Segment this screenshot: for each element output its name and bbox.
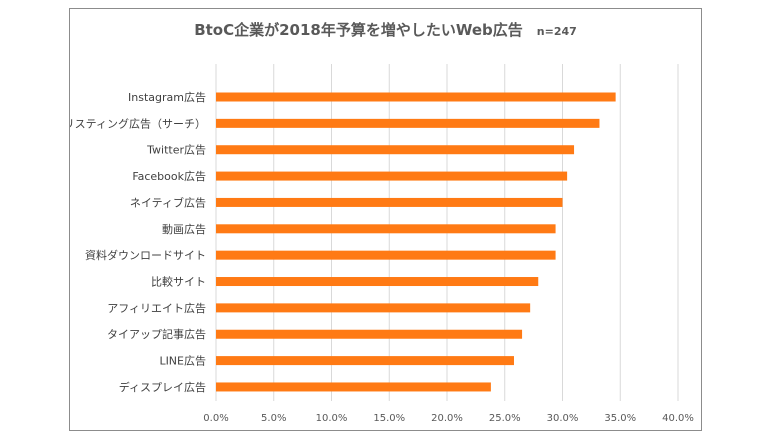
category-label: 動画広告 <box>162 222 206 236</box>
x-tick-label: 10.0% <box>316 413 348 424</box>
bar <box>216 224 556 234</box>
x-tick-label: 5.0% <box>261 413 286 424</box>
chart-frame: BtoC企業が2018年予算を増やしたいWeb広告 n=247 Instagram… <box>69 8 702 431</box>
category-label: 比較サイト <box>151 275 206 289</box>
category-label: タイアップ記事広告 <box>107 327 206 341</box>
x-tick-label: 0.0% <box>203 413 228 424</box>
bar <box>216 145 575 155</box>
x-tick-labels: 0.0% 5.0% 10.0% 15.0% 20.0% 25.0% 30.0% 35.0% 40… <box>203 413 694 424</box>
chart-subtitle: n=247 <box>536 25 577 38</box>
bar <box>216 197 563 207</box>
bar <box>216 92 616 102</box>
category-label: Twitter広告 <box>146 144 206 157</box>
category-label: ディスプレイ広告 <box>119 380 206 394</box>
category-label: アフィリエイト広告 <box>107 302 206 315</box>
chart-title: BtoC企業が2018年予算を増やしたいWeb広告 n=247 <box>70 19 701 40</box>
bar <box>216 303 531 313</box>
category-label: Facebook広告 <box>132 170 206 183</box>
bar <box>216 171 568 181</box>
x-tick-label: 30.0% <box>547 413 579 424</box>
bar <box>216 329 523 339</box>
x-tick-label: 35.0% <box>604 413 636 424</box>
x-tick-label: 20.0% <box>431 413 463 424</box>
chart-title-text: BtoC企業が2018年予算を増やしたいWeb広告 <box>194 21 523 39</box>
category-label: リスティング広告（サーチ） <box>70 116 206 130</box>
bar <box>216 277 539 287</box>
bar <box>216 382 491 392</box>
category-label: Instagram広告 <box>128 91 206 104</box>
bar <box>216 250 556 260</box>
x-tick-label: 15.0% <box>373 413 405 424</box>
category-label: ネイティブ広告 <box>130 195 206 209</box>
bars <box>216 92 616 392</box>
category-label: 資料ダウンロードサイト <box>85 248 206 262</box>
bar <box>216 356 514 366</box>
x-tick-label: 25.0% <box>489 413 521 424</box>
category-label: LINE広告 <box>159 355 206 368</box>
x-tick-label: 40.0% <box>662 413 694 424</box>
bar <box>216 118 600 128</box>
